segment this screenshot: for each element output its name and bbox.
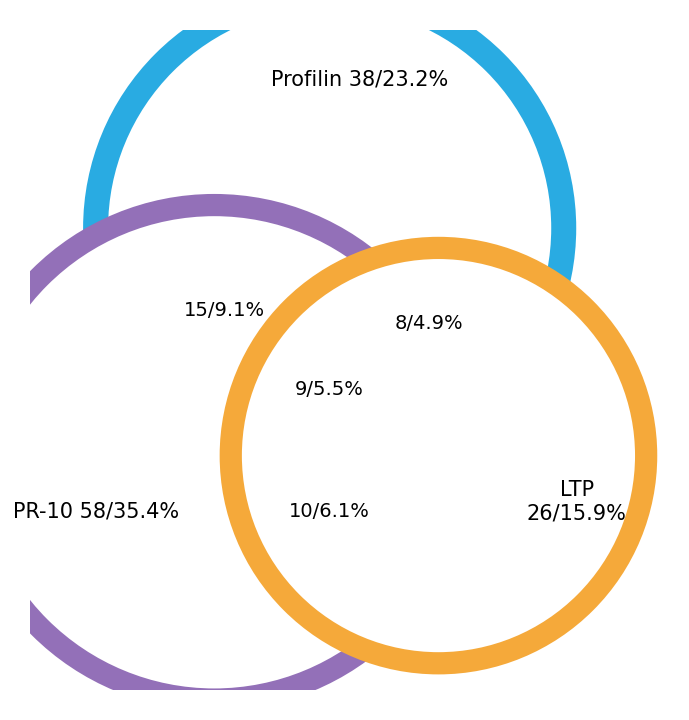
Text: 15/9.1%: 15/9.1% bbox=[183, 301, 265, 320]
Circle shape bbox=[0, 205, 462, 700]
Text: 9/5.5%: 9/5.5% bbox=[295, 380, 364, 399]
Text: 8/4.9%: 8/4.9% bbox=[394, 314, 463, 333]
Text: PR-10 58/35.4%: PR-10 58/35.4% bbox=[12, 502, 178, 522]
Circle shape bbox=[96, 0, 564, 462]
Text: 10/6.1%: 10/6.1% bbox=[289, 502, 370, 521]
Text: LTP
26/15.9%: LTP 26/15.9% bbox=[527, 480, 627, 523]
Text: Profilin 38/23.2%: Profilin 38/23.2% bbox=[271, 70, 448, 90]
Circle shape bbox=[231, 248, 646, 663]
